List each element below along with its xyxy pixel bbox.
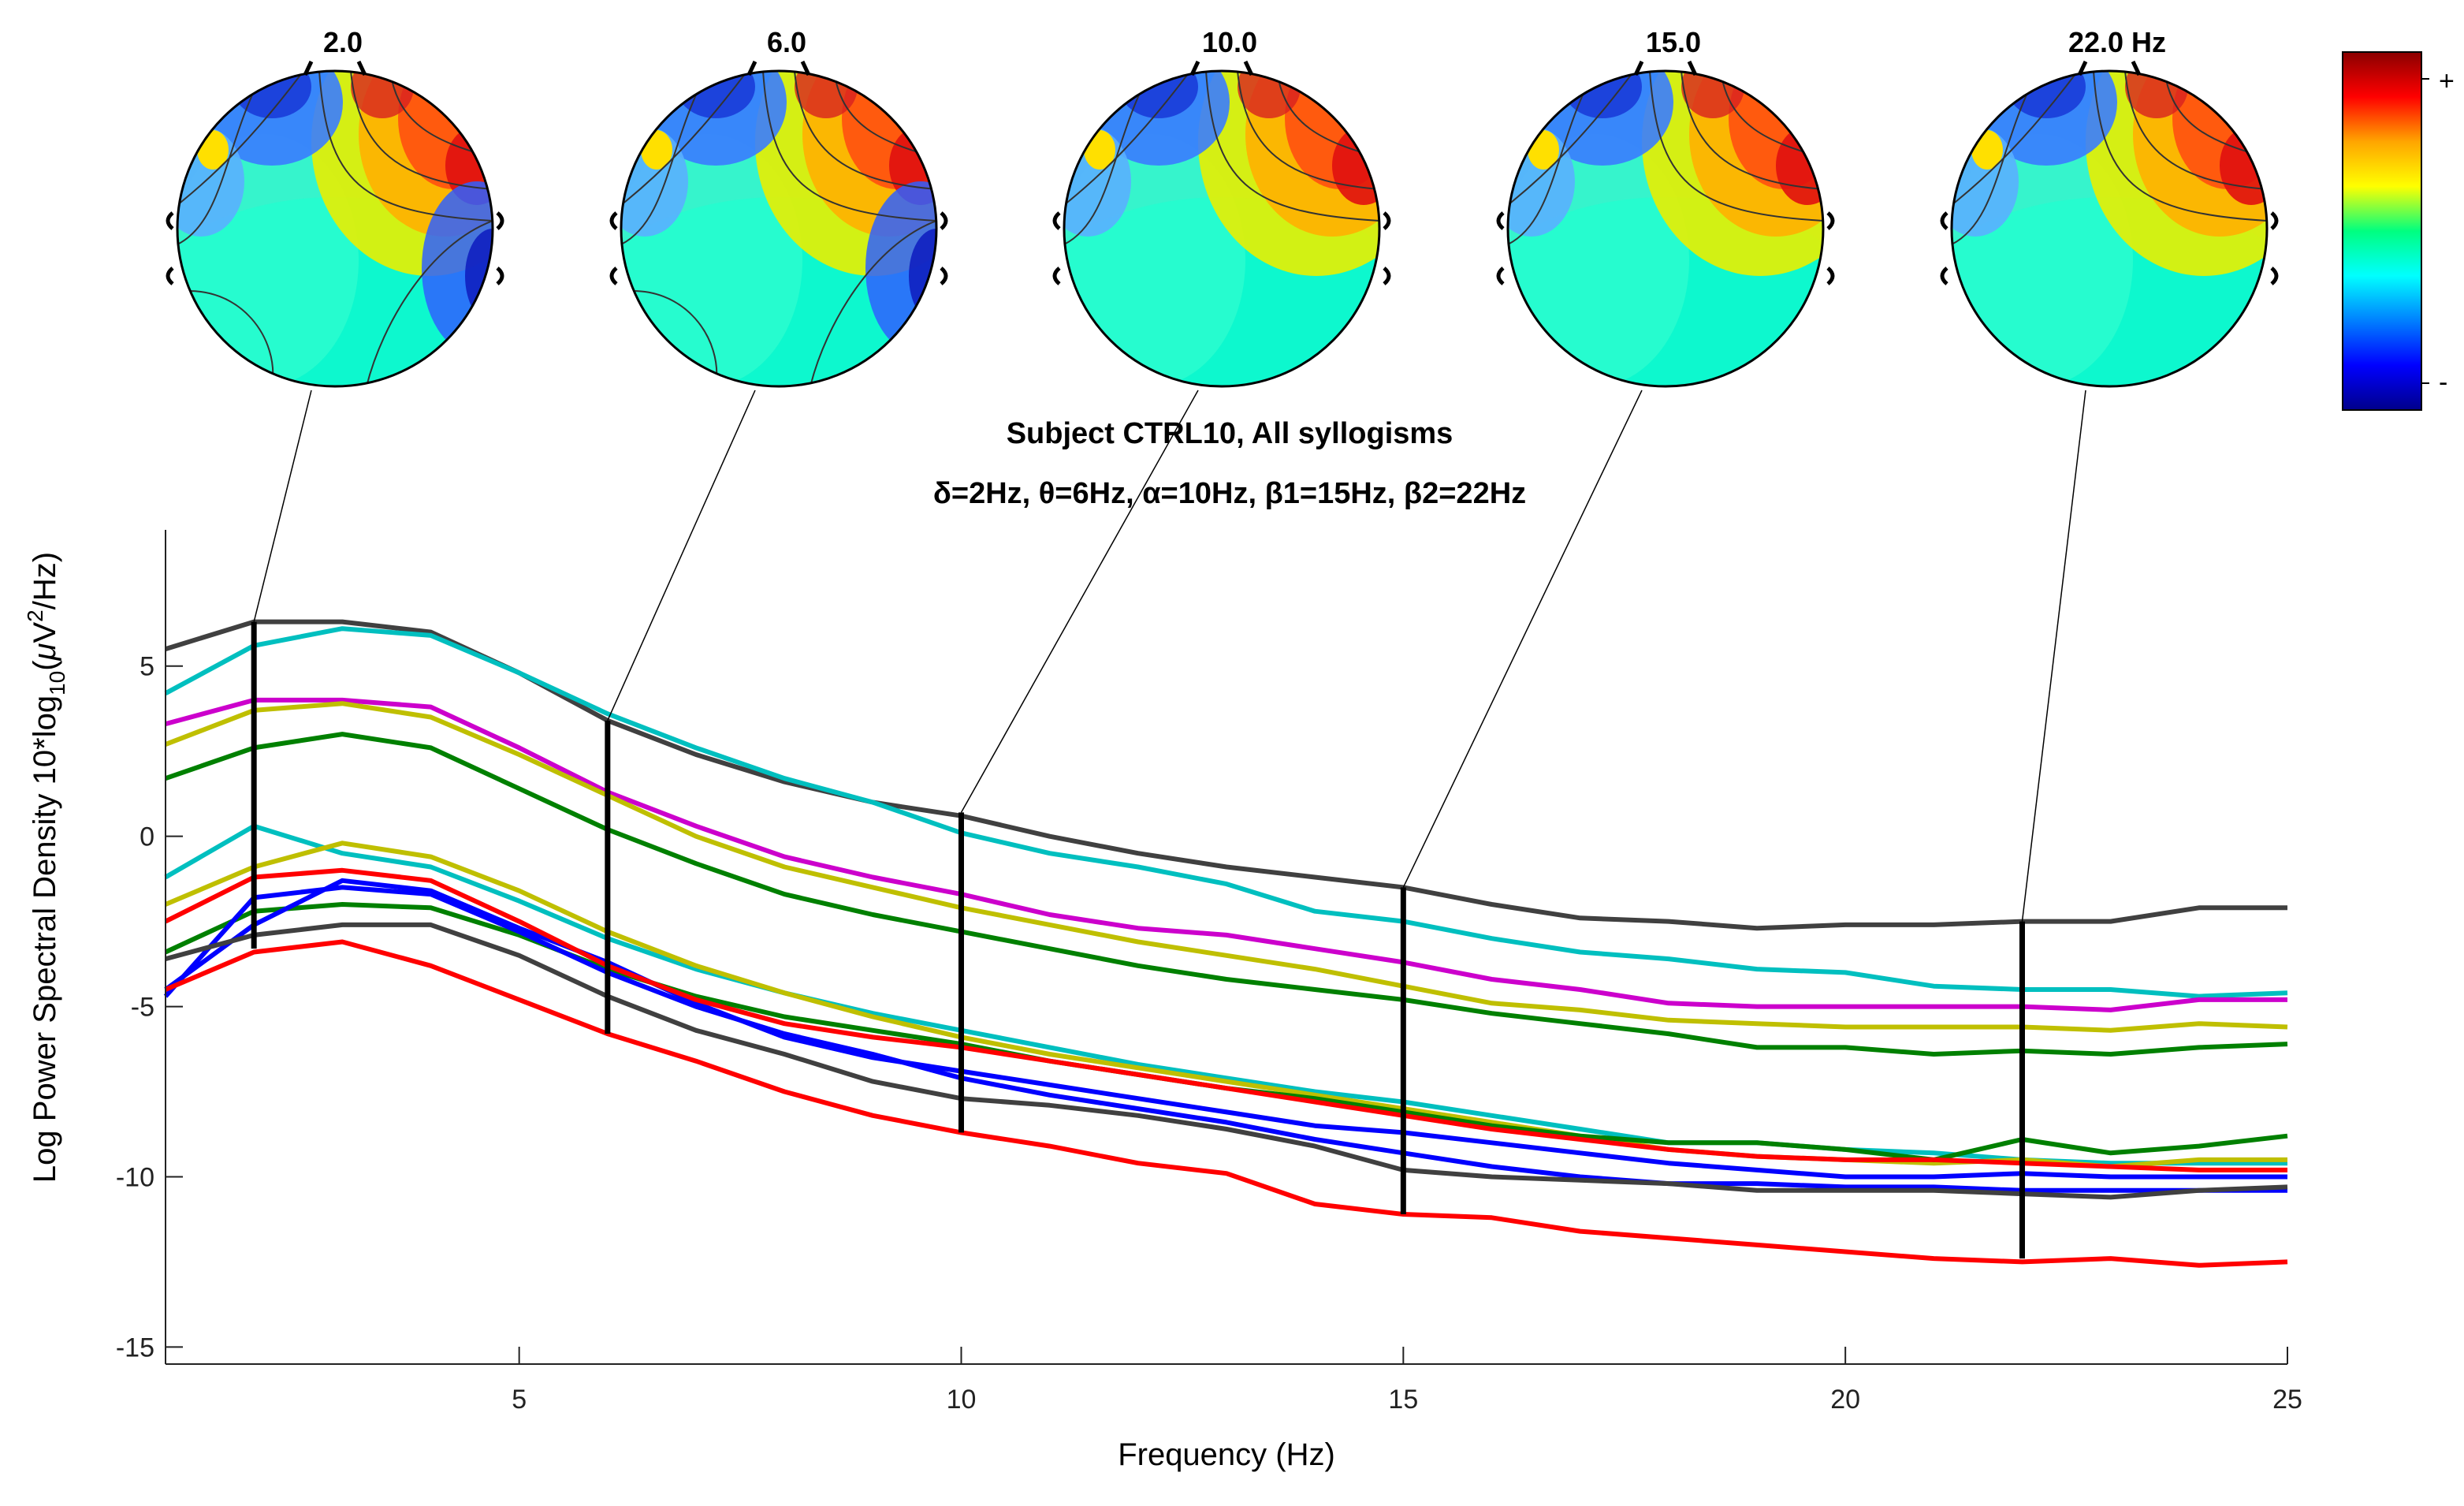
y-tick-label: 5 (140, 652, 154, 682)
topoplot-frequency-label: 15.0 (1646, 26, 1701, 58)
topoplot-1: 2.0 (166, 26, 504, 388)
nose-marker (746, 60, 811, 76)
ear-marker (940, 211, 948, 230)
nose-marker (303, 60, 367, 76)
ear-marker (609, 267, 618, 285)
series-line-ch09 (164, 878, 2287, 1180)
series-line-ch02 (164, 626, 2288, 999)
series-line-ch03 (165, 697, 2287, 1012)
series-line-ch13 (164, 939, 2288, 1268)
ear-marker (1940, 211, 1948, 230)
topoplot-frequency-label: 2.0 (323, 26, 363, 58)
head-outline (176, 69, 494, 388)
topoplot-map (1064, 71, 1379, 386)
ear-marker (1383, 211, 1391, 230)
topoplot-connector-line (607, 390, 756, 721)
y-tick-label: 0 (140, 822, 154, 852)
colorbar-minus-label: - (2439, 367, 2447, 397)
ear-marker (1383, 267, 1391, 285)
topoplot-map (621, 71, 936, 386)
topoplot-frequency-label: 22.0 Hz (2068, 26, 2166, 58)
y-tick-label: -5 (131, 993, 154, 1023)
ear-marker (166, 267, 174, 285)
ear-marker (1496, 267, 1505, 285)
ear-marker (166, 211, 174, 230)
ear-marker (940, 267, 948, 285)
frequency-markers (251, 621, 2025, 1259)
ear-marker (1940, 267, 1948, 285)
topoplot-2: 6.0 (609, 26, 948, 388)
chart-title: Subject CTRL10, All syllogisms (1007, 417, 1453, 450)
topoplot-frequency-label: 6.0 (767, 26, 806, 58)
topoplot-3: 10.0 (1052, 26, 1391, 388)
head-outline (1063, 69, 1381, 388)
topoplot-frequency-label: 10.0 (1202, 26, 1257, 58)
ear-marker (609, 211, 618, 230)
plot-area: 5 10 15 20 25 -15 -10 -5 0 5 (116, 530, 2302, 1415)
x-tick-label: 15 (1388, 1385, 1418, 1415)
ear-marker (2270, 267, 2279, 285)
ear-marker (1496, 211, 1505, 230)
series-line-ch05 (165, 732, 2288, 1057)
head-outline (1950, 69, 2269, 388)
head-outline (1506, 69, 1825, 388)
series-line-ch11 (164, 867, 2287, 1172)
x-tick-label: 5 (512, 1385, 527, 1415)
topoplot-4: 15.0 (1496, 26, 1835, 388)
topoplot-connector-line (2021, 390, 2086, 922)
chart-subtitle: δ=2Hz, θ=6Hz, α=10Hz, β1=15Hz, β2=22Hz (933, 477, 1526, 510)
colorbar-plus-label: + (2439, 66, 2455, 96)
y-axis-label: Log Power Spectral Density 10*log10(μV2/… (23, 552, 69, 1183)
topoplot-connector-line (1402, 390, 1643, 888)
head-outline (620, 69, 938, 388)
colorbar: + - (2342, 51, 2455, 411)
topoplot-map (1508, 71, 1823, 386)
series-line-ch10 (163, 885, 2287, 1193)
series-line-ch06 (164, 823, 2287, 1166)
y-tick-label: -10 (116, 1162, 154, 1192)
x-axis-label: Frequency (Hz) (1118, 1437, 1335, 1472)
x-tick-label: 10 (947, 1385, 977, 1415)
axes: 5 10 15 20 25 -15 -10 -5 0 5 (116, 530, 2302, 1415)
ear-marker (1826, 211, 1835, 230)
x-tick-label: 20 (1830, 1385, 1860, 1415)
ear-marker (496, 211, 504, 230)
ear-marker (1052, 211, 1061, 230)
nose-marker (1189, 60, 1254, 76)
ear-marker (2270, 211, 2279, 230)
topoplot-map (1952, 71, 2267, 386)
topoplot-row: 2.0 6.0 10.0 15.0 22.0 Hz (166, 26, 2279, 388)
nose-marker (2077, 60, 2142, 76)
topoplot-connectors (253, 390, 2086, 922)
series-line-ch12 (165, 922, 2288, 1200)
ear-marker (496, 267, 504, 285)
series-line-ch07 (164, 841, 2287, 1169)
series-line-ch04 (164, 701, 2288, 1033)
nose-marker (1633, 60, 1698, 76)
topoplot-5: 22.0 Hz (1940, 26, 2279, 388)
topoplot-map (177, 71, 493, 386)
colorbar-gradient (2342, 51, 2422, 411)
topoplot-connector-line (253, 390, 312, 622)
ear-marker (1826, 267, 1835, 285)
series-layer (163, 619, 2288, 1268)
ear-marker (1052, 267, 1061, 285)
x-tick-label: 25 (2272, 1385, 2302, 1415)
topoplot-connector-line (960, 390, 1199, 813)
y-tick-label: -15 (116, 1333, 154, 1362)
